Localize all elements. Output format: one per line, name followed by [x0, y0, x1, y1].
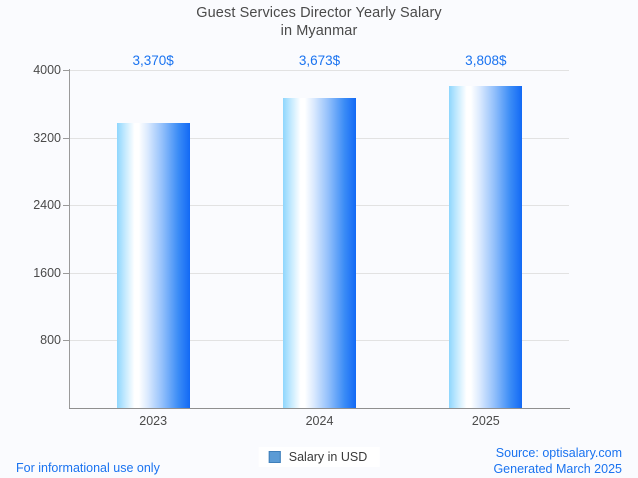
legend-swatch-icon: [268, 451, 281, 463]
legend[interactable]: Salary in USD: [258, 447, 380, 467]
y-axis-tick-label: 4000: [33, 63, 61, 77]
y-axis-tick-label: 3200: [33, 130, 61, 145]
plot-area: [70, 70, 569, 408]
bar-value-label-2023: 3,370$: [132, 53, 174, 68]
y-axis-tick-label: 1600: [33, 265, 61, 280]
generated-text: Generated March 2025: [493, 461, 622, 476]
disclaimer-text: For informational use only: [16, 461, 160, 475]
source-text: Source: optisalary.com: [495, 446, 622, 460]
y-axis-tick-label: 2400: [33, 198, 61, 213]
y-axis-tick: [63, 205, 70, 207]
y-axis-tick: [63, 340, 70, 342]
x-axis-tick-label-2023: 2023: [139, 414, 168, 428]
x-axis-tick-label-2024: 2024: [305, 414, 334, 428]
grid-line: [70, 70, 569, 71]
bar-2025[interactable]: [449, 86, 523, 408]
chart-title-line-1: Guest Services Director Yearly Salary: [196, 5, 442, 21]
legend-label: Salary in USD: [288, 450, 368, 464]
bar-2023[interactable]: [116, 123, 190, 408]
chart-title: Guest Services Director Yearly Salary in…: [0, 4, 638, 40]
source-block: Source: optisalary.com Generated March 2…: [493, 446, 622, 477]
bar-value-label-2024: 3,673$: [298, 53, 341, 68]
y-axis-tick: [63, 137, 70, 139]
y-axis-tick: [63, 70, 70, 71]
x-axis-tick-label-2025: 2025: [471, 414, 500, 428]
y-axis-tick: [63, 272, 70, 274]
bar-value-label-2025: 3,808$: [465, 53, 507, 68]
chart-title-line-2: in Myanmar: [280, 23, 358, 39]
x-axis-line: [69, 408, 570, 409]
bar-2024[interactable]: [283, 97, 356, 408]
y-axis-tick-label: 800: [40, 333, 61, 348]
y-axis-labels: 800 1600 2400 3200 4000: [0, 0, 61, 478]
y-axis-line: [69, 69, 70, 409]
